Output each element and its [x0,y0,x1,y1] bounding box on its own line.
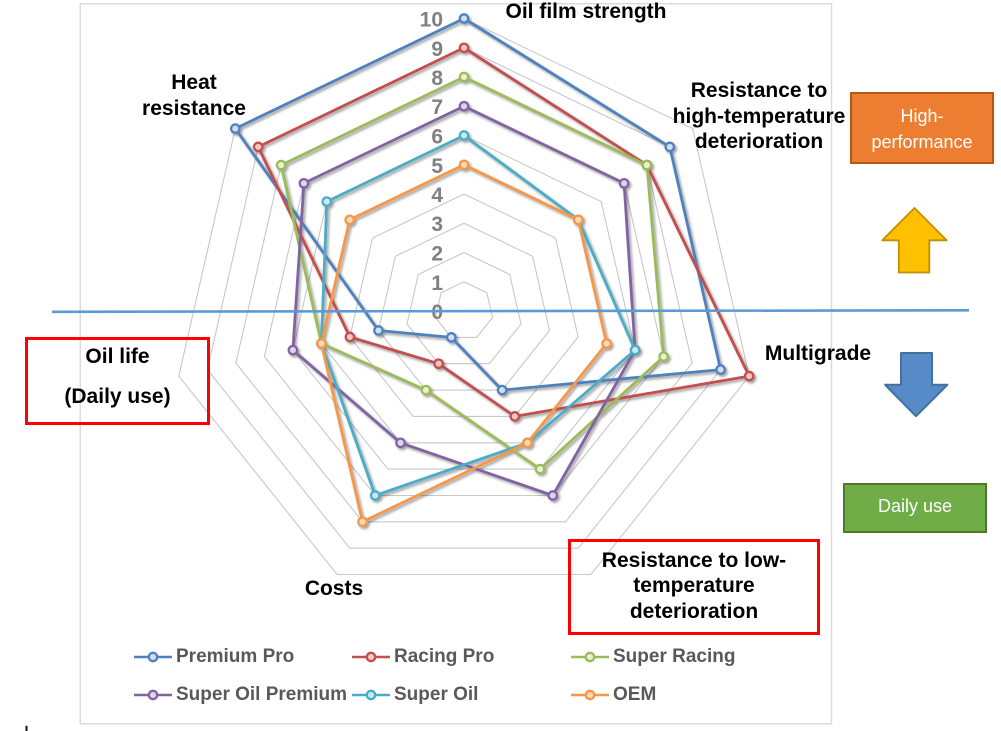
svg-text:6: 6 [431,126,443,149]
svg-text:0: 0 [431,301,443,324]
svg-text:8: 8 [431,67,443,90]
svg-text:10: 10 [420,9,443,32]
svg-text:2: 2 [431,243,443,266]
svg-text:3: 3 [431,213,443,236]
svg-text:9: 9 [431,38,443,61]
svg-text:5: 5 [431,155,443,178]
svg-text:4: 4 [431,184,443,207]
svg-text:1: 1 [431,272,443,295]
svg-text:7: 7 [431,96,443,119]
